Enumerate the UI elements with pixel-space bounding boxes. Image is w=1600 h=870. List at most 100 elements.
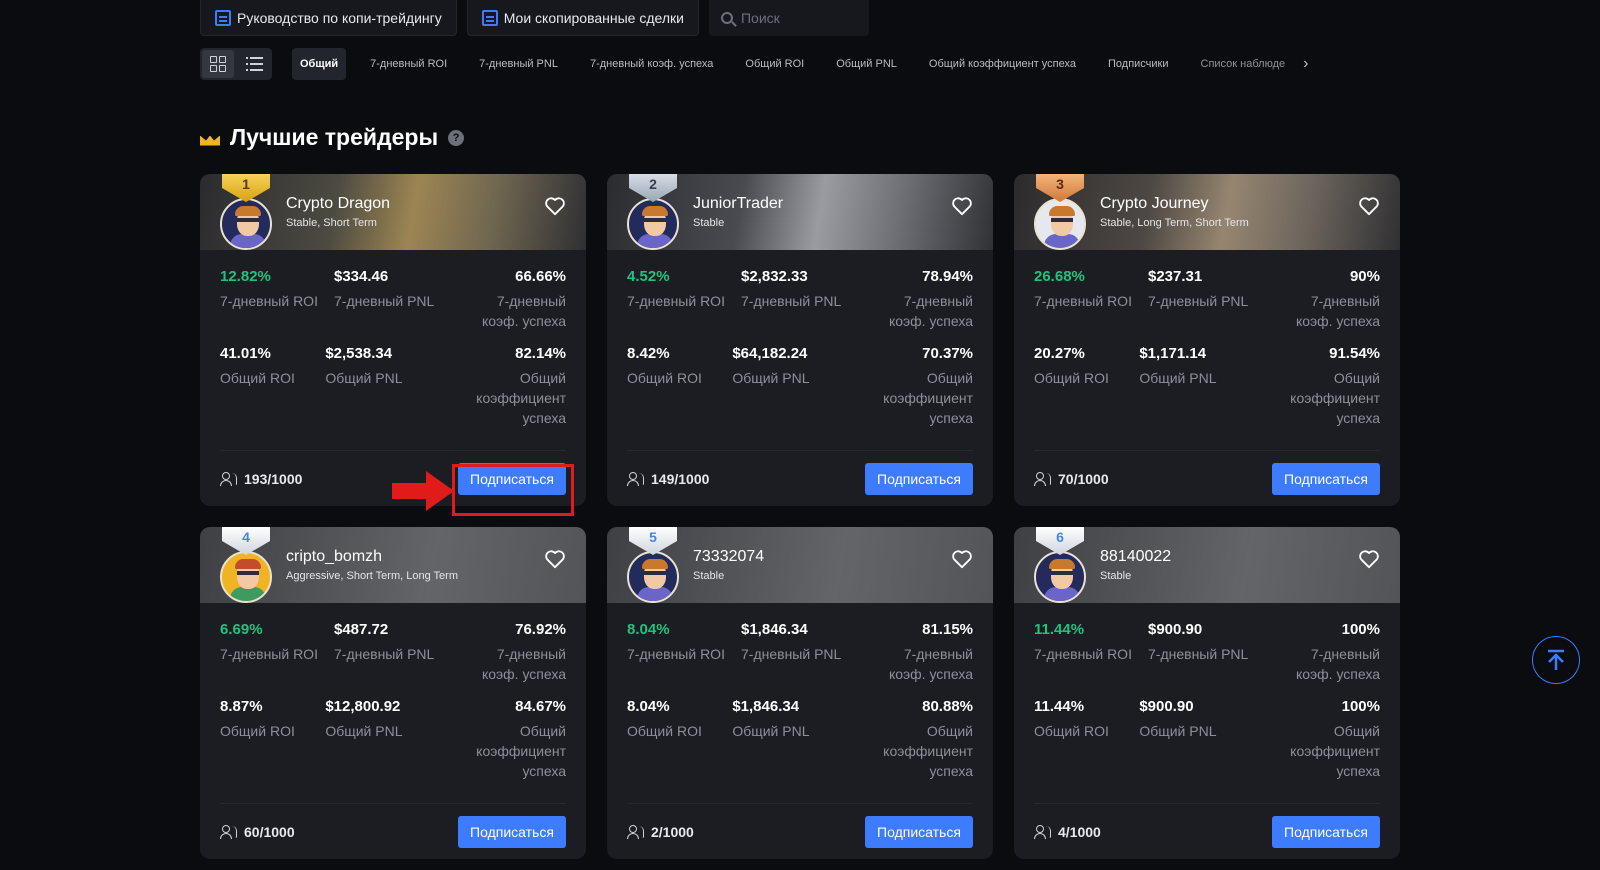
subscribe-button[interactable]: Подписаться — [865, 815, 973, 848]
heart-icon[interactable] — [544, 196, 566, 216]
tab-total-pnl[interactable]: Общий PNL — [836, 58, 897, 70]
stat-7d-win-rate: 90% 7-дневный коэф. успеха — [1295, 268, 1380, 329]
subscribe-button[interactable]: Подписаться — [458, 462, 566, 495]
trader-card[interactable]: 5 73332074 Stable 8.04% 7-дневный ROI — [607, 527, 993, 859]
subscribe-button[interactable]: Подписаться — [1272, 462, 1380, 495]
subscriber-count: 60/1000 — [220, 824, 295, 840]
heart-icon[interactable] — [951, 549, 973, 569]
heart-icon[interactable] — [544, 549, 566, 569]
stat-7d-pnl: $1,846.34 7-дневный PNL — [741, 621, 842, 662]
trader-info: Crypto Dragon Stable, Short Term — [286, 195, 390, 229]
search-icon — [720, 12, 733, 24]
subscribe-button[interactable]: Подписаться — [1272, 815, 1380, 848]
card-header: 3 Crypto Journey Stable, Long Term, Shor… — [1014, 174, 1400, 250]
stat-total-win-rate: 100% Общий коэффициент успеха — [1290, 698, 1381, 779]
card-header: 4 cripto_bomzh Aggressive, Short Term, L… — [200, 527, 586, 603]
tab-general[interactable]: Общий — [292, 48, 347, 80]
trader-card[interactable]: 1 Crypto Dragon Stable, Short Term 12.82… — [200, 174, 586, 506]
trader-info: Crypto Journey Stable, Long Term, Short … — [1100, 195, 1249, 229]
card-footer: 2/1000 Подписаться — [627, 803, 973, 859]
card-header: 5 73332074 Stable — [607, 527, 993, 603]
stat-total-roi: 8.42% Общий ROI — [627, 345, 702, 386]
filter-bar: Общий 7-дневный ROI 7-дневный PNL 7-днев… — [200, 48, 1308, 80]
subscribe-button[interactable]: Подписаться — [865, 462, 973, 495]
stat-7d-pnl: $487.72 7-дневный PNL — [334, 621, 435, 662]
my-copied-trades-button[interactable]: Мои скопированные сделки — [466, 0, 699, 36]
avatar — [627, 551, 679, 603]
heart-icon[interactable] — [1358, 196, 1380, 216]
list-view-button[interactable] — [238, 50, 270, 78]
trader-name[interactable]: 73332074 — [693, 548, 765, 565]
document-icon — [215, 9, 231, 26]
trader-tags: Stable — [693, 570, 725, 582]
crown-icon — [200, 130, 220, 146]
trader-name[interactable]: Crypto Journey — [1100, 195, 1209, 212]
stat-7d-roi: 6.69% 7-дневный ROI — [220, 621, 318, 662]
heart-icon[interactable] — [951, 196, 973, 216]
subscriber-count: 193/1000 — [220, 471, 302, 487]
stat-7d-pnl: $2,832.33 7-дневный PNL — [741, 268, 842, 309]
stat-total-roi: 20.27% Общий ROI — [1034, 345, 1109, 386]
trader-card[interactable]: 3 Crypto Journey Stable, Long Term, Shor… — [1014, 174, 1400, 506]
tab-total-roi[interactable]: Общий ROI — [745, 58, 805, 70]
heart-icon[interactable] — [1358, 549, 1380, 569]
subscriber-count: 2/1000 — [627, 824, 694, 840]
stats: 8.04% 7-дневный ROI $1,846.34 7-дневный … — [607, 603, 993, 781]
subscribe-button[interactable]: Подписаться — [458, 815, 566, 848]
card-header: 6 88140022 Stable — [1014, 527, 1400, 603]
tab-7d-win-rate[interactable]: 7-дневный коэф. успеха — [589, 58, 714, 70]
stats: 4.52% 7-дневный ROI $2,832.33 7-дневный … — [607, 250, 993, 428]
trader-info: 88140022 Stable — [1100, 548, 1171, 582]
tab-7d-pnl[interactable]: 7-дневный PNL — [479, 58, 558, 70]
trader-info: cripto_bomzh Aggressive, Short Term, Lon… — [286, 548, 458, 582]
list-view-icon — [245, 57, 263, 71]
search-box — [708, 0, 869, 36]
stats: 26.68% 7-дневный ROI $237.31 7-дневный P… — [1014, 250, 1400, 428]
rank-badge: 2 — [629, 174, 677, 204]
section-header: Лучшие трейдеры ? — [200, 124, 465, 151]
chevron-right-icon[interactable]: › — [1303, 55, 1309, 72]
scroll-to-top-button[interactable] — [1532, 636, 1580, 684]
grid-view-icon — [210, 56, 226, 72]
stat-7d-roi: 12.82% 7-дневный ROI — [220, 268, 318, 309]
users-icon — [627, 824, 645, 839]
trader-name[interactable]: Crypto Dragon — [286, 195, 391, 212]
stat-7d-win-rate: 100% 7-дневный коэф. успеха — [1295, 621, 1380, 682]
grid-view-button[interactable] — [202, 50, 234, 78]
trader-name[interactable]: cripto_bomzh — [286, 548, 383, 565]
card-footer: 4/1000 Подписаться — [1034, 803, 1380, 859]
rank-badge: 5 — [629, 527, 677, 557]
trader-card[interactable]: 4 cripto_bomzh Aggressive, Short Term, L… — [200, 527, 586, 859]
tab-7d-roi[interactable]: 7-дневный ROI — [370, 58, 448, 70]
card-footer: 193/1000 Подписаться — [220, 450, 566, 506]
guide-label: Руководство по копи-трейдингу — [237, 9, 442, 26]
card-header: 2 JuniorTrader Stable — [607, 174, 993, 250]
avatar — [1034, 551, 1086, 603]
trader-tags: Stable, Short Term — [286, 217, 377, 229]
stat-7d-pnl: $334.46 7-дневный PNL — [334, 268, 435, 309]
trader-card[interactable]: 2 JuniorTrader Stable 4.52% 7-дневный RO… — [607, 174, 993, 506]
stat-total-win-rate: 70.37% Общий коэффициент успеха — [883, 345, 974, 426]
sort-tabs: Общий 7-дневный ROI 7-дневный PNL 7-днев… — [292, 48, 1308, 80]
avatar — [220, 551, 272, 603]
trader-card[interactable]: 6 88140022 Stable 11.44% 7-дневный ROI — [1014, 527, 1400, 859]
copy-trading-guide-button[interactable]: Руководство по копи-трейдингу — [200, 0, 457, 36]
users-icon — [220, 471, 238, 486]
stat-total-roi: 8.04% Общий ROI — [627, 698, 702, 739]
subscriber-count: 149/1000 — [627, 471, 709, 487]
tab-total-win-rate[interactable]: Общий коэффициент успеха — [928, 58, 1076, 70]
trader-name[interactable]: JuniorTrader — [693, 195, 784, 212]
card-footer: 70/1000 Подписаться — [1034, 450, 1380, 506]
tab-subscribers[interactable]: Подписчики — [1108, 58, 1169, 70]
top-bar: Руководство по копи-трейдингу Мои скопир… — [200, 0, 869, 36]
stat-total-roi: 8.87% Общий ROI — [220, 698, 295, 739]
help-icon[interactable]: ? — [448, 129, 465, 146]
stat-7d-roi: 4.52% 7-дневный ROI — [627, 268, 725, 309]
trader-name[interactable]: 88140022 — [1100, 548, 1172, 565]
search-input[interactable] — [740, 10, 851, 26]
subscriber-count: 4/1000 — [1034, 824, 1101, 840]
document-icon — [481, 9, 498, 26]
stat-total-pnl: $64,182.24 Общий PNL — [732, 345, 810, 386]
arrow-up-icon — [1548, 649, 1564, 670]
tab-watchlist[interactable]: Список наблюде — [1200, 58, 1286, 70]
